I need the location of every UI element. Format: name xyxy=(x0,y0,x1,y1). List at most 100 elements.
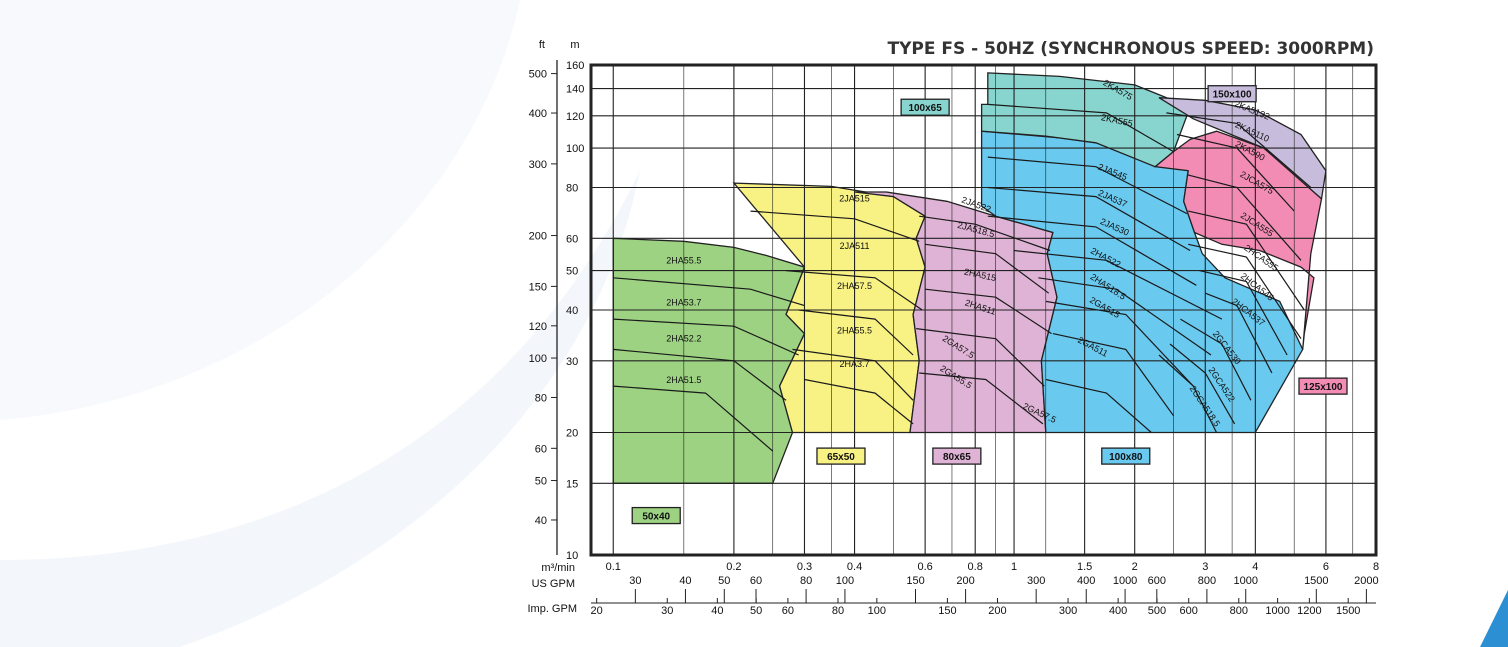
y-tick-label-ft: 50 xyxy=(535,476,547,488)
impeller-curve xyxy=(925,243,1050,294)
x-tick-label-m3: 1.5 xyxy=(1077,561,1092,573)
x-tick-label-us: 150 xyxy=(906,575,924,587)
x-tick-label-imp: 1200 xyxy=(1297,605,1321,617)
curve-label: 2HA3.7 xyxy=(840,359,870,369)
pump-size-boxes: 50x40 65x50 80x65 100x80 100x65 150x100 125x10… xyxy=(631,85,1348,525)
x-tick-label-m3: 3 xyxy=(1202,561,1208,573)
unit-m-label: m xyxy=(570,39,579,51)
size-box-label: 125x100 xyxy=(1304,382,1343,393)
size-box-label: 65x50 xyxy=(827,452,855,463)
x-tick-label-imp: 200 xyxy=(988,605,1006,617)
curve-label: 2HA55.5 xyxy=(837,326,872,336)
x-tick-label-m3: 0.3 xyxy=(797,561,812,573)
curve-label: 2JA515 xyxy=(839,193,870,203)
y-tick-label-ft: 100 xyxy=(529,353,547,365)
x-tick-label-us: 200 xyxy=(956,575,974,587)
impeller-curve xyxy=(987,186,1191,252)
x-tick-label-us: 300 xyxy=(1027,575,1045,587)
size-box-100x80 xyxy=(1101,447,1151,465)
impeller-curve xyxy=(987,215,1197,286)
y-tick-label-ft: 80 xyxy=(535,392,547,404)
x-tick-label-imp: 100 xyxy=(868,605,886,617)
impeller-curve xyxy=(613,318,799,356)
y-tick-label-m: 10 xyxy=(566,550,578,562)
region-100x65 xyxy=(980,72,1191,168)
x-tick-label-imp: 500 xyxy=(1148,605,1166,617)
region-125x100 xyxy=(1153,130,1323,350)
x-tick-label-imp: 50 xyxy=(750,605,762,617)
impeller-curve xyxy=(925,288,1052,335)
size-box-label: 150x100 xyxy=(1213,90,1252,101)
impeller-curve xyxy=(1188,243,1302,340)
size-box-100x65 xyxy=(900,98,950,116)
impeller-curve xyxy=(919,372,1044,425)
x-tick-label-imp: 800 xyxy=(1230,605,1248,617)
x-tick-label-imp: 20 xyxy=(591,605,603,617)
x-tick-label-us: 1500 xyxy=(1304,575,1328,587)
x-tick-label-m3: 0.2 xyxy=(726,561,741,573)
x-tick-label-m3: 0.6 xyxy=(917,561,932,573)
impeller-curve xyxy=(792,348,914,401)
impeller-curve xyxy=(1052,333,1174,417)
y-tick-label-ft: 60 xyxy=(535,443,547,455)
impeller-curves xyxy=(613,103,1312,452)
y-tick-label-ft: 150 xyxy=(529,281,547,293)
size-box-label: 80x65 xyxy=(943,452,971,463)
y-tick-label-ft: 120 xyxy=(529,321,547,333)
size-box-label: 100x65 xyxy=(908,103,942,114)
impeller-curve xyxy=(919,215,1051,252)
chart-grid xyxy=(591,64,1377,555)
x-tick-label-imp: 150 xyxy=(938,605,956,617)
x-tick-label-imp: 1500 xyxy=(1336,605,1360,617)
y-tick-label-ft: 200 xyxy=(529,231,547,243)
unit-ft-label: ft xyxy=(539,39,545,51)
curve-label: 2HA51.5 xyxy=(666,375,701,385)
x-tick-label-us: 1000 xyxy=(1233,575,1257,587)
y-tick-label-m: 30 xyxy=(566,356,578,368)
impeller-curve xyxy=(1045,378,1152,433)
curve-label: 2JA511 xyxy=(840,241,870,251)
impeller-curve xyxy=(613,385,774,452)
impeller-curve xyxy=(1176,133,1295,212)
x-tick-label-us: 400 xyxy=(1077,575,1095,587)
y-tick-label-m: 60 xyxy=(566,233,578,245)
size-box-label: 100x80 xyxy=(1109,452,1143,463)
y-tick-label-m: 50 xyxy=(566,266,578,278)
y-tick-label-m: 120 xyxy=(566,111,584,123)
impeller-curve xyxy=(1188,210,1305,311)
impeller-curve xyxy=(1166,112,1312,188)
curve-label: 2HA55.5 xyxy=(666,256,701,266)
x-tick-label-m3: 0.4 xyxy=(847,561,862,573)
y-tick-label-ft: 300 xyxy=(529,159,547,171)
x-tick-label-imp: 60 xyxy=(782,605,794,617)
impeller-curve xyxy=(1186,174,1302,261)
x-tick-label-imp: 40 xyxy=(711,605,723,617)
curve-label: 2HA53.7 xyxy=(666,298,701,308)
x-tick-label-m3: 2 xyxy=(1132,561,1138,573)
impeller-curve xyxy=(750,210,920,242)
impeller-curve xyxy=(798,309,914,356)
x-tick-label-us: 1000 xyxy=(1113,575,1137,587)
chart-title: TYPE FS - 50HZ (SYNCHRONOUS SPEED: 3000R… xyxy=(887,39,1374,59)
y-tick-label-m: 15 xyxy=(566,478,578,490)
x-tick-label-imp: 400 xyxy=(1109,605,1127,617)
x-tick-label-us: 30 xyxy=(629,575,641,587)
y-tick-label-ft: 400 xyxy=(529,108,547,120)
unit-impgpm-label: Imp. GPM xyxy=(527,603,577,615)
impeller-curve xyxy=(786,270,923,311)
unit-usgpm-label: US GPM xyxy=(532,578,575,590)
y-tick-label-m: 40 xyxy=(566,305,578,317)
pump-size-regions xyxy=(612,72,1327,484)
x-tick-label-imp: 1000 xyxy=(1265,605,1289,617)
impeller-curve xyxy=(804,378,914,425)
x-tick-label-m3: 4 xyxy=(1252,561,1258,573)
size-box-label: 50x40 xyxy=(642,512,670,523)
x-tick-label-us: 50 xyxy=(718,575,730,587)
size-box-80x65 xyxy=(932,447,982,465)
x-tick-label-imp: 600 xyxy=(1180,605,1198,617)
impeller-curve xyxy=(1199,270,1288,356)
impeller-curve xyxy=(1045,300,1194,387)
size-box-150x100 xyxy=(1207,85,1257,103)
unit-m3min-label: m³/min xyxy=(541,562,575,574)
